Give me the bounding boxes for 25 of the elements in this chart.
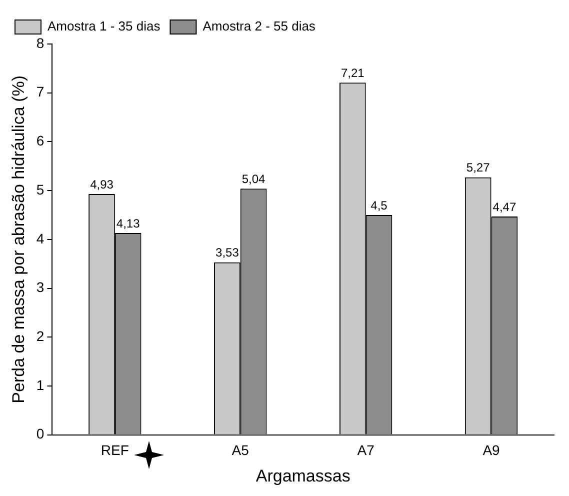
y-tick-label: 3 — [36, 279, 44, 296]
x-tick-label: REF — [100, 442, 129, 458]
y-axis-title: Perda de massa por abrasão hidráulica (%) — [8, 75, 28, 404]
y-tick-label: 5 — [36, 181, 44, 198]
x-tick-label: A5 — [232, 442, 250, 458]
y-tick-label: 6 — [36, 132, 44, 149]
y-tick-label: 4 — [36, 230, 44, 246]
y-tick-label: 1 — [36, 376, 44, 393]
legend-label: Amostra 2 - 55 dias — [202, 18, 316, 34]
data-label: 4,47 — [492, 200, 516, 214]
legend-label: Amostra 1 - 35 dias — [48, 18, 161, 34]
data-label: 4,13 — [116, 216, 140, 230]
data-label: 4,93 — [90, 177, 114, 192]
x-tick-label: A7 — [357, 442, 375, 458]
data-label: 3,53 — [216, 246, 240, 260]
y-tick-label: 0 — [36, 426, 44, 442]
y-tick-label: 8 — [36, 34, 44, 51]
data-label: 5,04 — [242, 172, 266, 186]
x-tick-label: A9 — [482, 442, 500, 458]
x-axis-title: Argamassas — [256, 466, 350, 486]
y-tick-label: 7 — [36, 84, 44, 100]
data-label: 7,21 — [340, 66, 365, 80]
y-tick-label: 2 — [36, 328, 44, 344]
data-label: 5,27 — [466, 160, 490, 175]
data-label: 4,5 — [370, 198, 388, 212]
